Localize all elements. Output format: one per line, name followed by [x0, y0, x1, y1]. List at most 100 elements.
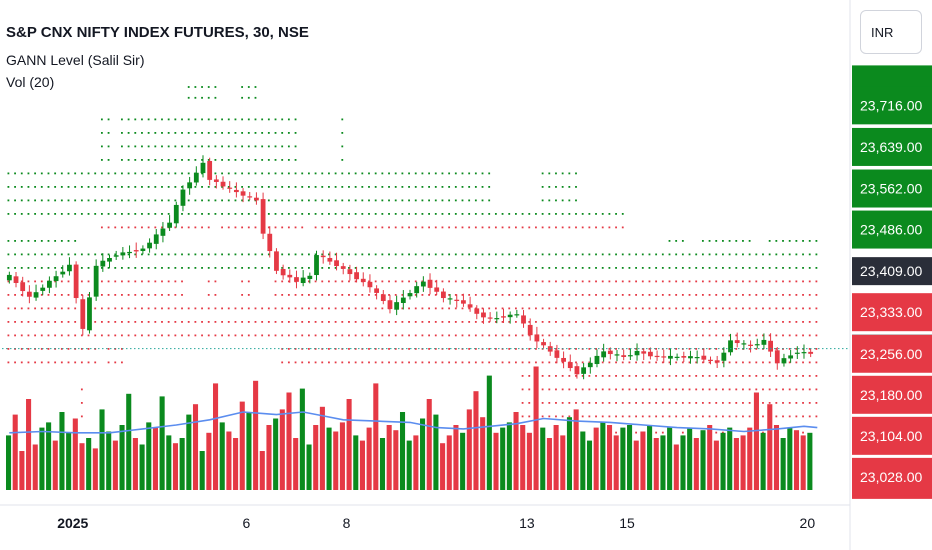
- gann-dot: [468, 307, 471, 310]
- gann-dot: [541, 186, 544, 188]
- gann-dot: [641, 321, 644, 323]
- candle-body: [601, 351, 607, 358]
- gann-dot: [615, 280, 617, 283]
- gann-dot: [287, 321, 290, 323]
- candle-body: [347, 269, 353, 275]
- gann-dot: [114, 267, 117, 269]
- gann-dot: [20, 240, 23, 242]
- time-axis[interactable]: 2025 6 8 13 15 20: [0, 504, 850, 531]
- gann-dot: [234, 334, 237, 337]
- gann-dot: [655, 294, 658, 296]
- gann-dot: [722, 415, 724, 418]
- gann-dot: [481, 267, 484, 269]
- gann-dot: [341, 213, 344, 215]
- time-tick-label: 6: [242, 515, 250, 531]
- gann-dot: [221, 334, 223, 337]
- gann-dot: [187, 145, 190, 148]
- gann-dot: [401, 321, 404, 323]
- gann-dot: [161, 267, 163, 269]
- gann-dot: [334, 267, 337, 269]
- volume-bar: [46, 422, 52, 490]
- gann-dot: [454, 213, 457, 215]
- gann-dot: [287, 118, 290, 121]
- gann-dot: [421, 253, 424, 256]
- gann-dot: [655, 361, 658, 364]
- gann-dot: [541, 213, 544, 215]
- gann-dot: [40, 240, 43, 242]
- currency-button[interactable]: INR: [860, 10, 922, 54]
- candle-body: [320, 255, 326, 258]
- volume-bar: [373, 383, 379, 490]
- gann-dot: [107, 280, 110, 283]
- symbol-title[interactable]: S&P CNX NIFTY INDEX FUTURES, 30, NSE: [6, 24, 309, 41]
- gann-dot: [742, 253, 744, 256]
- gann-dot: [635, 321, 638, 323]
- gann-dot: [414, 348, 417, 350]
- candle-body: [67, 264, 72, 272]
- gann-dot: [174, 159, 177, 161]
- gann-dot: [762, 253, 764, 256]
- gann-dot: [201, 321, 203, 323]
- gann-dot: [648, 388, 651, 391]
- gann-dot: [408, 186, 410, 188]
- gann-dot: [241, 96, 244, 99]
- gann-dot: [60, 267, 63, 269]
- gann-dot: [154, 199, 157, 202]
- gann-dot: [728, 334, 731, 337]
- gann-dot: [474, 280, 477, 283]
- gann-dot: [628, 361, 631, 364]
- gann-dot: [388, 280, 390, 283]
- gann-dot: [541, 199, 544, 202]
- gann-dot: [508, 280, 511, 283]
- gann-dot: [368, 172, 370, 175]
- gann-dot: [187, 118, 190, 121]
- volume-indicator-label[interactable]: Vol (20): [6, 74, 55, 90]
- price-tick-label: 23,333.00: [860, 304, 922, 320]
- gann-dot: [321, 267, 324, 269]
- gann-dot: [748, 267, 751, 269]
- gann-dot: [788, 402, 791, 404]
- gann-dot: [67, 307, 70, 310]
- gann-dot: [488, 186, 491, 188]
- gann-dot: [782, 253, 784, 256]
- gann-dot: [214, 294, 217, 296]
- gann-dot: [555, 334, 557, 337]
- gann-dot: [628, 348, 631, 350]
- gann-dot: [641, 294, 644, 296]
- gann-dot: [541, 321, 544, 323]
- gann-dot: [414, 280, 417, 283]
- volume-bar: [246, 412, 252, 490]
- gann-dot: [301, 213, 304, 215]
- gann-indicator-label[interactable]: GANN Level (Salil Sir): [6, 52, 145, 68]
- gann-dot: [561, 375, 564, 377]
- gann-dot: [281, 199, 284, 202]
- gann-dot: [555, 321, 557, 323]
- gann-dot: [635, 375, 638, 377]
- gann-dot: [755, 348, 758, 350]
- gann-dot: [207, 253, 210, 256]
- gann-dot: [688, 307, 691, 310]
- gann-dot: [742, 280, 744, 283]
- gann-dot: [294, 159, 297, 161]
- price-axis[interactable]: 23,716.0023,639.0023,562.0023,486.0023,4…: [849, 0, 932, 550]
- gann-dot: [341, 172, 344, 175]
- gann-dot: [474, 348, 477, 350]
- gann-dot: [7, 186, 10, 188]
- gann-dot: [314, 361, 317, 364]
- gann-dot: [141, 172, 143, 175]
- gann-dot: [782, 402, 784, 404]
- gann-dot: [47, 321, 50, 323]
- gann-dot: [94, 199, 97, 202]
- gann-dot: [581, 334, 584, 337]
- gann-dot: [655, 253, 658, 256]
- candle-body: [774, 350, 780, 364]
- gann-dot: [281, 226, 284, 229]
- gann-dot: [515, 213, 517, 215]
- candle-body: [561, 357, 566, 362]
- gann-dot: [201, 267, 203, 269]
- volume-bar: [767, 404, 773, 490]
- gann-dot: [194, 132, 197, 134]
- gann-dot: [695, 415, 698, 418]
- gann-dot: [755, 334, 758, 337]
